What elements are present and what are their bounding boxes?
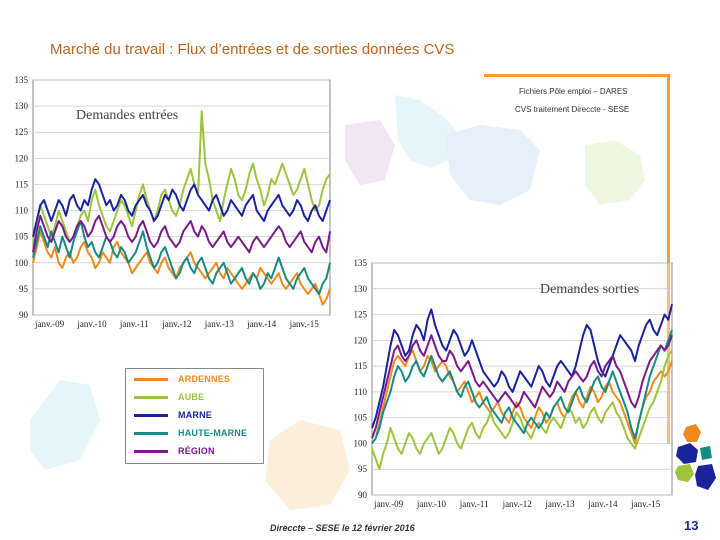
x-tick-label: janv.-11 [459, 499, 489, 509]
x-tick-label: janv.-13 [544, 499, 575, 509]
plot-area [371, 262, 673, 496]
y-tick-label: 115 [15, 179, 29, 189]
y-tick-label: 130 [15, 101, 29, 111]
legend-swatch [134, 431, 168, 435]
map-shape-bottom [265, 420, 350, 510]
x-tick-label: janv.-11 [119, 319, 149, 329]
series-line-marne [32, 178, 331, 237]
series-line-aube [371, 350, 673, 471]
x-tick-label: janv.-09 [34, 319, 65, 329]
legend-label: ARDENNES [178, 374, 231, 384]
map-shape-ardennes [395, 95, 460, 168]
map-shape-marne [445, 125, 540, 205]
x-tick-label: janv.-10 [76, 319, 107, 329]
slide-title: Marché du travail : Flux d’entrées et de… [50, 41, 455, 58]
x-tick-label: janv.-09 [373, 499, 404, 509]
x-tick-label: janv.-12 [161, 319, 191, 329]
x-tick-label: janv.-14 [246, 319, 277, 329]
map-shape-aube [585, 140, 645, 205]
y-tick-label: 90 [358, 490, 368, 500]
chart-title: Demandes sorties [540, 282, 639, 297]
y-tick-label: 100 [354, 438, 368, 448]
orange-divider [484, 74, 670, 77]
y-tick-label: 130 [354, 284, 368, 294]
y-tick-label: 90 [19, 310, 29, 320]
x-tick-label: janv.-15 [289, 319, 320, 329]
x-tick-label: janv.-15 [630, 499, 661, 509]
legend-item-marne: MARNE [134, 408, 212, 422]
y-tick-label: 105 [354, 413, 368, 423]
y-tick-label: 95 [358, 464, 368, 474]
legend-label: RÉGION [178, 446, 215, 456]
legend-swatch [134, 377, 168, 381]
source-note-1: Fichiers Pôle emploi – DARES [519, 87, 628, 96]
chart-legend: ARDENNES AUBE MARNE HAUTE-MARNE RÉGION [125, 368, 264, 464]
y-tick-label: 100 [15, 258, 29, 268]
series-line-région [371, 334, 673, 439]
y-tick-label: 125 [354, 310, 368, 320]
series-line-marne [371, 303, 673, 429]
series-line-aube [32, 110, 331, 243]
legend-label: HAUTE-MARNE [178, 428, 248, 438]
map-shape-left [30, 380, 100, 470]
footer-text: Direccte – SESE le 12 février 2016 [270, 523, 415, 533]
legend-swatch [134, 449, 168, 453]
map-shape-haute-marne [345, 120, 395, 185]
legend-item-haute-marne: HAUTE-MARNE [134, 426, 247, 440]
x-tick-label: janv.-12 [502, 499, 532, 509]
y-tick-label: 135 [354, 258, 368, 268]
chart-title: Demandes entrées [76, 108, 178, 123]
y-tick-label: 105 [15, 232, 29, 242]
legend-item-ardennes: ARDENNES [134, 372, 230, 386]
y-tick-label: 120 [15, 153, 29, 163]
y-tick-label: 110 [354, 387, 368, 397]
y-tick-label: 95 [19, 284, 29, 294]
source-note-2: CVS traitement Direccte - SESE [515, 105, 630, 114]
y-tick-label: 110 [15, 206, 29, 216]
series-line-ardennes [371, 349, 673, 445]
y-tick-label: 120 [354, 335, 368, 345]
legend-item-aube: AUBE [134, 390, 204, 404]
x-tick-label: janv.-14 [587, 499, 618, 509]
legend-label: MARNE [178, 410, 212, 420]
x-tick-label: janv.-10 [416, 499, 447, 509]
x-tick-label: janv.-13 [204, 319, 235, 329]
legend-label: AUBE [178, 392, 205, 402]
y-tick-label: 125 [15, 127, 29, 137]
series-line-haute-marne [32, 220, 331, 296]
legend-item-region: RÉGION [134, 444, 215, 458]
series-line-région [32, 214, 331, 254]
page-number: 13 [684, 518, 699, 533]
y-tick-label: 135 [15, 75, 29, 85]
legend-swatch [134, 413, 168, 417]
y-tick-label: 115 [354, 361, 368, 371]
series-line-haute-marne [371, 329, 673, 444]
orange-divider-vertical [667, 74, 670, 444]
legend-swatch [134, 395, 168, 399]
